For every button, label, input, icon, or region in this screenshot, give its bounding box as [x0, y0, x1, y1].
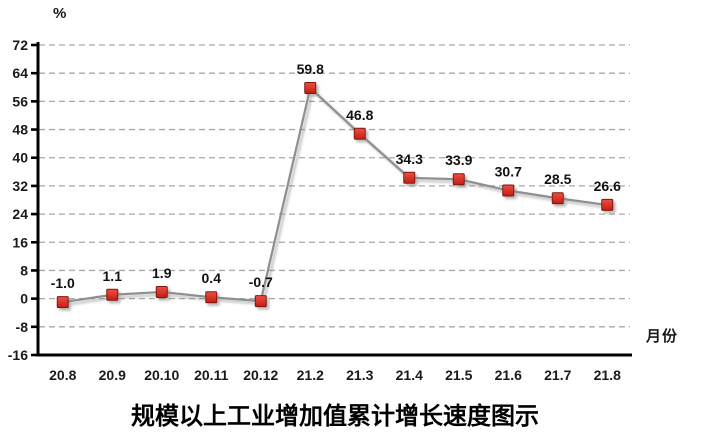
data-point-marker [502, 184, 515, 197]
x-tick-label: 20.10 [144, 367, 179, 383]
y-tick-label: 24 [12, 206, 28, 222]
x-tick-label: 21.7 [544, 367, 571, 383]
data-point-marker [254, 295, 267, 308]
data-point-marker [353, 127, 366, 140]
data-point-label: 0.4 [202, 270, 222, 286]
y-axis-unit-label: % [53, 5, 67, 22]
x-axis-unit-label: 月份 [646, 328, 679, 345]
x-tick-label: 21.2 [297, 367, 324, 383]
data-point-marker [205, 291, 218, 304]
data-point-label: 28.5 [544, 171, 571, 187]
data-point-marker [304, 81, 317, 94]
x-tick-label: 21.8 [594, 367, 621, 383]
y-tick-label: 48 [12, 122, 28, 138]
data-point-marker [551, 192, 564, 205]
data-point-label: 26.6 [594, 178, 621, 194]
y-tick-label: 40 [12, 150, 28, 166]
data-point-marker [155, 285, 168, 298]
data-point-label: 1.9 [152, 265, 172, 281]
y-tick-label: -8 [16, 319, 29, 335]
y-tick-label: 56 [12, 93, 28, 109]
data-point-marker [106, 288, 119, 301]
data-point-marker [601, 198, 614, 211]
x-tick-label: 21.4 [396, 367, 423, 383]
y-tick-label: 16 [12, 234, 28, 250]
y-tick-label: 72 [12, 37, 28, 53]
data-point-label: -1.0 [51, 275, 75, 291]
data-point-label: 1.1 [103, 268, 123, 284]
y-tick-label: 32 [12, 178, 28, 194]
data-point-label: 46.8 [346, 107, 373, 123]
data-point-label: 33.9 [445, 152, 472, 168]
data-point-marker [56, 296, 69, 309]
x-tick-label: 20.9 [99, 367, 126, 383]
x-tick-label: 20.8 [49, 367, 76, 383]
data-point-marker [452, 173, 465, 186]
x-tick-label: 21.6 [495, 367, 522, 383]
data-series [56, 81, 614, 309]
x-tick-label: 21.5 [445, 367, 472, 383]
x-tick-label: 21.3 [346, 367, 373, 383]
data-line [62, 86, 608, 304]
x-tick-label: 20.11 [194, 367, 228, 383]
y-tick-label: 0 [20, 291, 28, 307]
chart-title: 规模以上工业增加值累计增长速度图示 [131, 404, 539, 430]
y-tick-label: 8 [20, 262, 28, 278]
data-point-marker [403, 171, 416, 184]
data-point-label: 34.3 [396, 151, 423, 167]
data-point-label: 59.8 [297, 61, 324, 77]
y-tick-label: -16 [8, 347, 28, 363]
y-tick-label: 64 [12, 65, 28, 81]
data-point-label: 30.7 [495, 163, 522, 179]
x-tick-label: 20.12 [243, 367, 278, 383]
data-point-label: -0.7 [249, 274, 273, 290]
